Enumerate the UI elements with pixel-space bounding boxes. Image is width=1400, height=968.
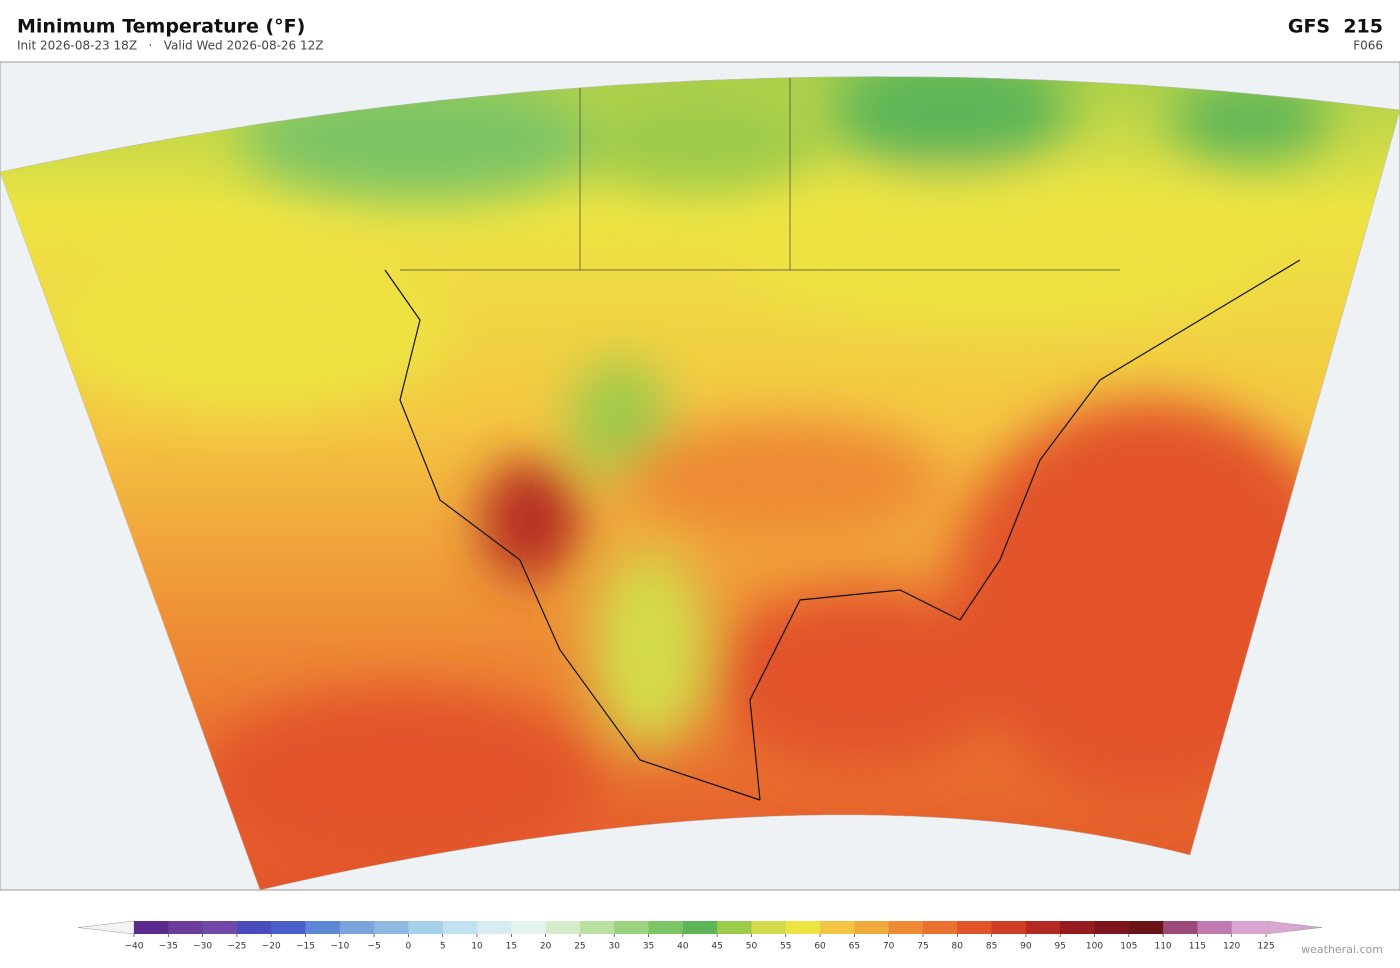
- colorbar-tick-label: 55: [780, 942, 791, 952]
- colorbar-tick-label: −40: [125, 942, 144, 952]
- colorbar-bin: [271, 921, 307, 934]
- colorbar-tick-label: 100: [1086, 942, 1103, 952]
- colorbar-tick-label: 35: [643, 942, 654, 952]
- colorbar-tick-label: 90: [1020, 942, 1032, 952]
- colorbar-extend-high: [1265, 920, 1323, 935]
- colorbar-tick-label: 40: [677, 942, 689, 952]
- colorbar-tick-label: −35: [159, 942, 178, 952]
- colorbar-bin: [305, 921, 341, 934]
- colorbar-tick-label: 115: [1189, 942, 1206, 952]
- colorbar-tick-label: −25: [227, 942, 246, 952]
- colorbar-bin: [1231, 921, 1267, 934]
- model-name: GFS 215: [1288, 16, 1383, 38]
- colorbar-bin: [888, 921, 924, 934]
- colorbar-bin: [545, 921, 581, 934]
- colorbar-tick-label: 75: [917, 942, 928, 952]
- colorbar-tick-label: 70: [883, 942, 895, 952]
- colorbar-bin: [991, 921, 1027, 934]
- colorbar-tick-label: −30: [193, 942, 212, 952]
- colorbar-tick-label: 0: [406, 942, 412, 952]
- colorbar-tick-label: 45: [711, 942, 722, 952]
- colorbar-bin: [1128, 921, 1164, 934]
- colorbar-bin: [682, 921, 718, 934]
- colorbar-tick-label: 110: [1154, 942, 1171, 952]
- colorbar-bin: [717, 921, 752, 934]
- colorbar-tick-label: 30: [609, 942, 621, 952]
- map-title: Minimum Temperature (°F): [17, 16, 305, 38]
- colorbar-tick-label: −15: [296, 942, 315, 952]
- colorbar-bin: [202, 921, 238, 934]
- colorbar-bin: [579, 921, 615, 934]
- colorbar-bin: [477, 921, 512, 934]
- forecast-hour: F066: [1353, 39, 1383, 53]
- colorbar-tick-label: 60: [814, 942, 826, 952]
- colorbar-bin: [751, 921, 787, 934]
- colorbar-bin: [1163, 921, 1198, 934]
- colorbar-tick-label: −5: [367, 942, 380, 952]
- colorbar-bin: [922, 921, 958, 934]
- colorbar-tick-label: 65: [849, 942, 860, 952]
- colorbar-bin: [511, 921, 547, 934]
- colorbar-bin: [168, 921, 204, 934]
- colorbar-bin: [408, 921, 444, 934]
- colorbar-tick-label: 25: [574, 942, 585, 952]
- colorbar-bin: [648, 921, 684, 934]
- colorbar-tick-label: −20: [262, 942, 281, 952]
- colorbar-tick-label: 5: [440, 942, 446, 952]
- colorbar-bin: [1094, 921, 1130, 934]
- temperature-field: [0, 76, 1400, 890]
- colorbar-bin: [785, 921, 821, 934]
- map-subtitle: Init 2026-08-23 18Z · Valid Wed 2026-08-…: [17, 39, 324, 53]
- colorbar-bin: [820, 921, 855, 934]
- colorbar-bin: [134, 921, 169, 934]
- colorbar-tick-label: 95: [1054, 942, 1065, 952]
- colorbar-bin: [236, 921, 272, 934]
- colorbar-tick-label: 85: [986, 942, 997, 952]
- colorbar-tick-label: 10: [471, 942, 483, 952]
- colorbar-tick-label: 125: [1257, 942, 1274, 952]
- colorbar-tick-label: 80: [952, 942, 964, 952]
- colorbar-tick-label: 20: [540, 942, 552, 952]
- colorbar-bin: [339, 921, 375, 934]
- colorbar-bin: [614, 921, 650, 934]
- colorbar-bin: [1197, 921, 1233, 934]
- colorbar-bin: [957, 921, 993, 934]
- colorbar-extend-low: [77, 920, 135, 935]
- colorbar-bin: [1025, 921, 1061, 934]
- colorbar-tick-label: 50: [746, 942, 758, 952]
- colorbar-tick-label: 120: [1223, 942, 1240, 952]
- colorbar-bin: [442, 921, 478, 934]
- colorbar-bin: [374, 921, 409, 934]
- colorbar-bin: [1060, 921, 1095, 934]
- colorbar-tick-label: 105: [1120, 942, 1137, 952]
- colorbar-tick-label: 15: [506, 942, 517, 952]
- domain-outline: [0, 76, 1400, 891]
- colorbar-tick-label: −10: [330, 942, 349, 952]
- colorbar-bin: [854, 921, 890, 934]
- credit: weatherai.com: [1301, 943, 1383, 956]
